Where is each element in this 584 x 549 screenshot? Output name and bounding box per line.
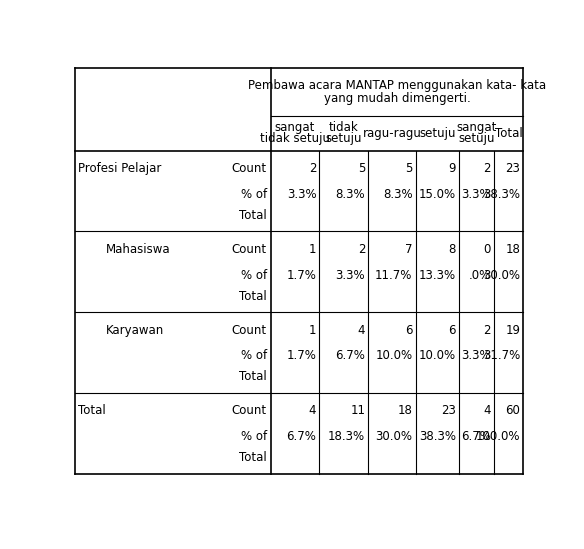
Text: setuju: setuju	[458, 132, 495, 145]
Text: % of: % of	[241, 350, 267, 362]
Text: 31.7%: 31.7%	[483, 350, 520, 362]
Text: Total: Total	[239, 451, 267, 464]
Text: 4: 4	[309, 405, 317, 417]
Text: 6.7%: 6.7%	[335, 350, 365, 362]
Text: 9: 9	[449, 162, 456, 175]
Text: Total: Total	[495, 127, 523, 140]
Text: 7: 7	[405, 243, 412, 256]
Text: 19: 19	[505, 323, 520, 337]
Text: Pembawa acara MANTAP menggunakan kata- kata: Pembawa acara MANTAP menggunakan kata- k…	[248, 80, 546, 92]
Text: 38.3%: 38.3%	[419, 430, 456, 443]
Text: Karyawan: Karyawan	[106, 323, 165, 337]
Text: 0: 0	[484, 243, 491, 256]
Text: 11: 11	[350, 405, 365, 417]
Text: yang mudah dimengerti.: yang mudah dimengerti.	[324, 92, 470, 105]
Text: Profesi Pelajar: Profesi Pelajar	[78, 162, 162, 175]
Text: 18: 18	[505, 243, 520, 256]
Text: % of: % of	[241, 430, 267, 443]
Text: 3.3%: 3.3%	[336, 268, 365, 282]
Text: setuju: setuju	[419, 127, 456, 140]
Text: Count: Count	[232, 405, 267, 417]
Text: .0%: .0%	[468, 268, 491, 282]
Text: 18.3%: 18.3%	[328, 430, 365, 443]
Text: 1: 1	[309, 243, 317, 256]
Text: 6.7%: 6.7%	[287, 430, 317, 443]
Text: 6: 6	[449, 323, 456, 337]
Text: Count: Count	[232, 323, 267, 337]
Text: 23: 23	[441, 405, 456, 417]
Text: 4: 4	[483, 405, 491, 417]
Text: 8.3%: 8.3%	[383, 188, 412, 201]
Text: 18: 18	[398, 405, 412, 417]
Text: Count: Count	[232, 243, 267, 256]
Text: 10.0%: 10.0%	[419, 350, 456, 362]
Text: 8.3%: 8.3%	[336, 188, 365, 201]
Text: ragu-ragu: ragu-ragu	[363, 127, 421, 140]
Text: setuju: setuju	[326, 132, 362, 145]
Text: 30.0%: 30.0%	[483, 268, 520, 282]
Text: 60: 60	[505, 405, 520, 417]
Text: 3.3%: 3.3%	[461, 350, 491, 362]
Text: 6.7%: 6.7%	[461, 430, 491, 443]
Text: Total: Total	[239, 371, 267, 383]
Text: tidak: tidak	[329, 121, 359, 135]
Text: 15.0%: 15.0%	[419, 188, 456, 201]
Text: 1.7%: 1.7%	[287, 350, 317, 362]
Text: % of: % of	[241, 188, 267, 201]
Text: 3.3%: 3.3%	[287, 188, 317, 201]
Text: 38.3%: 38.3%	[483, 188, 520, 201]
Text: Mahasiswa: Mahasiswa	[106, 243, 171, 256]
Text: 8: 8	[449, 243, 456, 256]
Text: 4: 4	[357, 323, 365, 337]
Text: 5: 5	[405, 162, 412, 175]
Text: Total: Total	[78, 405, 106, 417]
Text: 5: 5	[358, 162, 365, 175]
Text: 2: 2	[309, 162, 317, 175]
Text: 10.0%: 10.0%	[376, 350, 412, 362]
Text: Total: Total	[239, 209, 267, 222]
Text: 2: 2	[483, 162, 491, 175]
Text: Count: Count	[232, 162, 267, 175]
Text: 3.3%: 3.3%	[461, 188, 491, 201]
Text: 23: 23	[505, 162, 520, 175]
Text: 1.7%: 1.7%	[287, 268, 317, 282]
Text: sangat: sangat	[275, 121, 315, 135]
Text: 13.3%: 13.3%	[419, 268, 456, 282]
Text: 1: 1	[309, 323, 317, 337]
Text: 2: 2	[483, 323, 491, 337]
Text: Total: Total	[239, 290, 267, 302]
Text: 100.0%: 100.0%	[476, 430, 520, 443]
Text: 2: 2	[357, 243, 365, 256]
Text: 11.7%: 11.7%	[375, 268, 412, 282]
Text: tidak setuju: tidak setuju	[260, 132, 330, 145]
Text: % of: % of	[241, 268, 267, 282]
Text: 30.0%: 30.0%	[376, 430, 412, 443]
Text: 6: 6	[405, 323, 412, 337]
Text: sangat: sangat	[456, 121, 496, 135]
